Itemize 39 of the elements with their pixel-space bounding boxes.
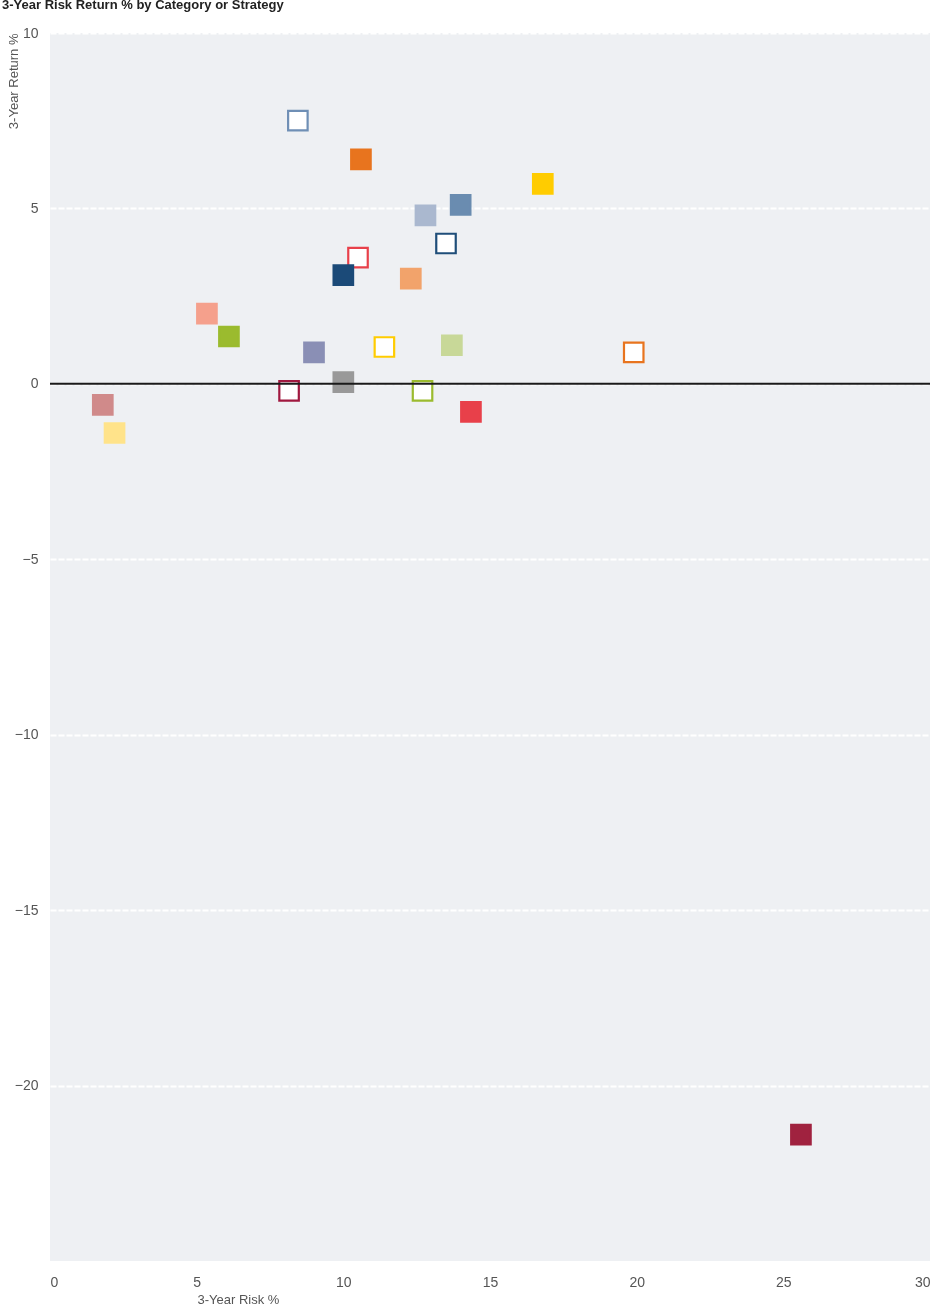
point [287, 109, 309, 132]
x-tick-label: 20 [629, 1273, 646, 1290]
point [435, 232, 457, 255]
y-tick-label: 0 [30, 375, 39, 392]
x-tick-label: 25 [776, 1273, 792, 1290]
y-tick-label: 10 [22, 24, 39, 41]
y-tick-label: −10 [14, 726, 39, 743]
point [373, 336, 396, 358]
x-axis-title: 3-Year Risk % [197, 1291, 280, 1307]
x-tick-label: 30 [914, 1273, 931, 1290]
point [196, 302, 218, 325]
point [790, 1123, 812, 1146]
point [332, 264, 355, 286]
x-tick-label: 10 [336, 1273, 352, 1290]
point [414, 204, 437, 227]
chart-title: 3-Year Risk Return % by Category or Strategy [2, 0, 285, 12]
point [460, 401, 482, 423]
y-tick-label: −5 [22, 550, 39, 567]
x-tick-label: 15 [482, 1273, 499, 1290]
y-tick-label: 5 [30, 199, 39, 216]
y-tick-label: −15 [14, 901, 39, 918]
point [278, 380, 300, 402]
point [103, 422, 126, 444]
y-axis-title: 3-Year Return % [5, 33, 21, 130]
point [347, 246, 369, 269]
point [399, 267, 422, 290]
point [531, 173, 554, 195]
point [411, 380, 434, 402]
point [91, 394, 114, 416]
point [622, 341, 645, 364]
point [303, 341, 325, 364]
x-tick-label: 5 [193, 1273, 202, 1290]
point [350, 148, 372, 171]
point [449, 194, 472, 216]
x-tick-label: 0 [50, 1273, 59, 1290]
point [441, 334, 463, 357]
y-tick-label: −20 [14, 1077, 39, 1094]
point [218, 325, 240, 348]
point [332, 371, 355, 393]
